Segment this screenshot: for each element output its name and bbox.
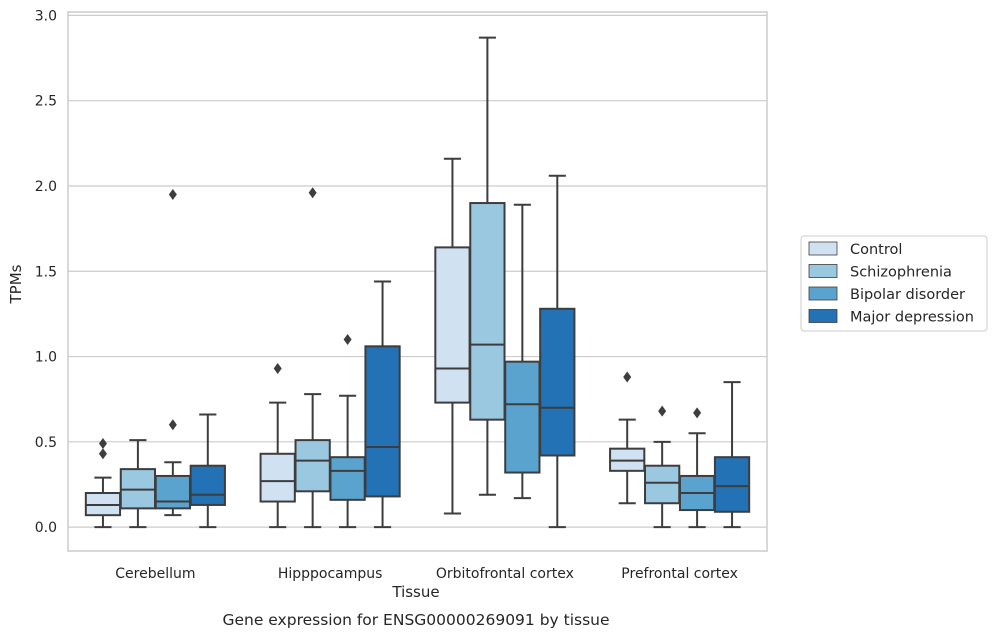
- y-axis-ticks: 0.0 0.5 1.0 1.5 2.0 2.5 3.0: [35, 8, 57, 536]
- box: [504, 203, 541, 500]
- box-body: [469, 202, 506, 421]
- series-major-depression: [189, 174, 751, 529]
- y-tick-label: 3.0: [35, 8, 57, 24]
- legend-label: Bipolar disorder: [850, 287, 965, 303]
- box: [84, 438, 122, 529]
- legend-swatch: [808, 264, 838, 278]
- box-body: [154, 474, 191, 510]
- y-axis-label: TPMs: [7, 264, 25, 304]
- box: [713, 381, 751, 529]
- box: [259, 362, 296, 529]
- box-body: [294, 439, 331, 493]
- box: [469, 36, 506, 496]
- x-tick-label: Prefrontal cortex: [621, 566, 738, 582]
- legend-label: Schizophrenia: [850, 265, 952, 281]
- plot-frame: [67, 11, 768, 552]
- legend-frame: [800, 235, 988, 332]
- outlier-point: [693, 407, 702, 419]
- x-axis-label: Tissue: [391, 583, 439, 601]
- legend-item: Bipolar disorder: [808, 286, 965, 303]
- box-body: [504, 360, 541, 474]
- box-body: [329, 456, 366, 501]
- y-tick-label: 2.0: [35, 179, 57, 195]
- x-axis-ticks: Cerebellum Hipppocampus Orbitofrontal cort…: [115, 566, 738, 582]
- grid-lines: [68, 14, 767, 528]
- box-body: [189, 464, 226, 506]
- outlier-point: [98, 438, 107, 450]
- box: [644, 405, 681, 529]
- box-body: [713, 456, 751, 513]
- outlier-point: [273, 362, 282, 374]
- box: [294, 187, 331, 529]
- chart-caption: Gene expression for ENSG00000269091 by t…: [222, 611, 609, 629]
- legend-item: Major depression: [808, 309, 974, 326]
- box: [119, 439, 157, 529]
- series-control: [84, 157, 646, 529]
- y-tick-label: 0.0: [35, 520, 57, 536]
- x-tick-label: Cerebellum: [115, 566, 195, 582]
- box: [154, 189, 191, 517]
- series-bipolar-disorder: [154, 189, 716, 529]
- box: [189, 413, 226, 529]
- box: [539, 174, 576, 529]
- box-body: [434, 246, 471, 404]
- legend-swatch: [808, 241, 838, 256]
- legend-swatch: [808, 286, 838, 301]
- box-body: [539, 307, 576, 457]
- y-tick-label: 1.0: [35, 350, 57, 366]
- legend: Control Schizophrenia Bipolar disorder Majo…: [800, 235, 988, 332]
- box-series: [84, 36, 751, 529]
- outlier-point: [168, 419, 177, 431]
- box: [609, 371, 646, 505]
- box: [434, 157, 471, 515]
- outlier-point: [343, 333, 352, 345]
- legend-item: Control: [808, 241, 902, 258]
- series-schizophrenia: [119, 36, 681, 529]
- box: [329, 333, 366, 529]
- outlier-point: [98, 448, 107, 460]
- legend-item: Schizophrenia: [808, 264, 952, 281]
- x-tick-label: Orbitofrontal cortex: [436, 566, 574, 582]
- box: [678, 407, 716, 529]
- legend-swatch: [808, 309, 838, 323]
- x-tick-label: Hipppocampus: [278, 566, 383, 582]
- box-body: [364, 345, 401, 498]
- legend-label: Major depression: [850, 310, 974, 326]
- outlier-point: [308, 187, 317, 199]
- y-tick-label: 2.5: [35, 94, 57, 110]
- outlier-point: [623, 371, 632, 383]
- y-tick-label: 0.5: [35, 435, 57, 451]
- outlier-point: [168, 189, 177, 201]
- y-tick-label: 1.5: [35, 264, 57, 280]
- legend-label: Control: [850, 242, 902, 258]
- box: [364, 280, 401, 529]
- box-body: [259, 452, 296, 503]
- outlier-point: [658, 405, 667, 417]
- box-body: [644, 464, 681, 505]
